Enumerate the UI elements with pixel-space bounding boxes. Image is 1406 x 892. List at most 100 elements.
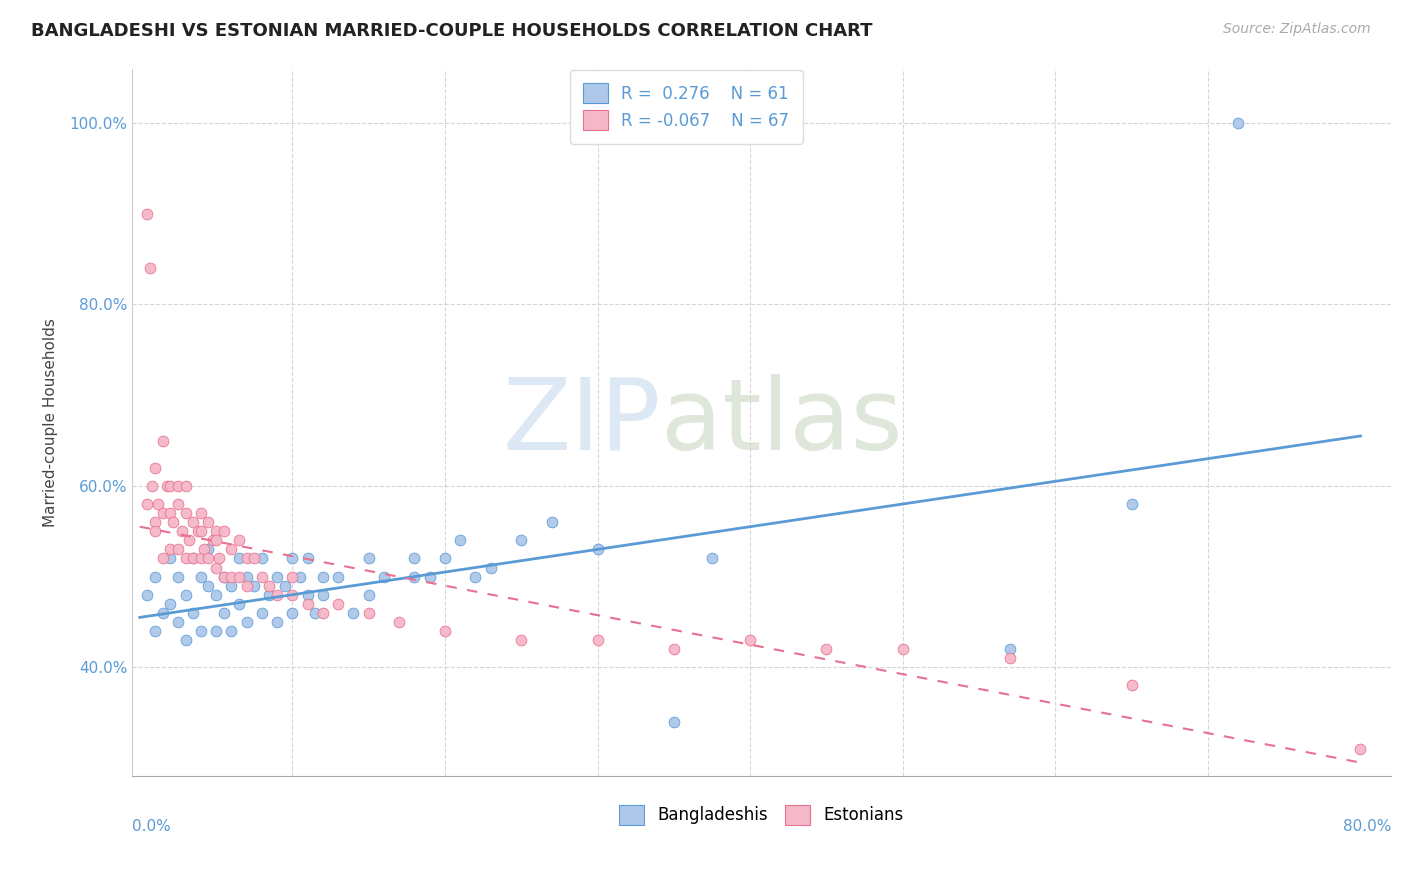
Point <box>297 551 319 566</box>
Point <box>419 569 441 583</box>
Point <box>143 624 166 638</box>
Text: 0.0%: 0.0% <box>132 819 172 834</box>
Point <box>197 542 219 557</box>
Point <box>177 533 200 548</box>
Point <box>159 551 181 566</box>
Point <box>152 551 174 566</box>
Point <box>167 542 190 557</box>
Text: Source: ZipAtlas.com: Source: ZipAtlas.com <box>1223 22 1371 37</box>
Point <box>1227 116 1250 130</box>
Point <box>201 533 224 548</box>
Point <box>159 506 181 520</box>
Point <box>586 542 609 557</box>
Point <box>281 569 304 583</box>
Point <box>167 615 190 629</box>
Point <box>181 606 204 620</box>
Point <box>228 551 250 566</box>
Point <box>208 551 231 566</box>
Point <box>141 479 163 493</box>
Point <box>586 633 609 648</box>
Point <box>174 551 197 566</box>
Point <box>540 515 562 529</box>
Point <box>159 542 181 557</box>
Point <box>219 569 242 583</box>
Point <box>172 524 194 539</box>
Point <box>326 597 349 611</box>
Point <box>205 624 228 638</box>
Point <box>388 615 411 629</box>
Point <box>167 479 190 493</box>
Point <box>174 633 197 648</box>
Point <box>1121 678 1143 692</box>
Point <box>433 551 456 566</box>
Point <box>404 551 426 566</box>
Point <box>449 533 471 548</box>
Point <box>479 560 502 574</box>
Point <box>510 533 533 548</box>
Point <box>146 497 169 511</box>
Point <box>212 606 235 620</box>
Point <box>464 569 486 583</box>
Point <box>143 515 166 529</box>
Point <box>342 606 364 620</box>
Point <box>219 624 242 638</box>
Point <box>266 569 288 583</box>
Point <box>998 651 1021 665</box>
Point <box>266 588 288 602</box>
Point <box>662 714 685 729</box>
Point <box>136 207 159 221</box>
Point <box>193 542 215 557</box>
Point <box>259 588 281 602</box>
Point <box>190 506 212 520</box>
Point <box>357 588 380 602</box>
Point <box>373 569 395 583</box>
Point <box>243 579 266 593</box>
Point <box>235 569 257 583</box>
Point <box>190 551 212 566</box>
Point <box>212 569 235 583</box>
Point <box>312 606 335 620</box>
Y-axis label: Married-couple Households: Married-couple Households <box>44 318 58 527</box>
Point <box>740 633 762 648</box>
Point <box>266 615 288 629</box>
Point <box>205 524 228 539</box>
Point <box>281 606 304 620</box>
Point <box>190 569 212 583</box>
Point <box>250 606 273 620</box>
Point <box>228 569 250 583</box>
Point <box>205 560 228 574</box>
Point <box>219 579 242 593</box>
Point <box>181 551 204 566</box>
Point <box>312 588 335 602</box>
Text: 80.0%: 80.0% <box>1343 819 1391 834</box>
Legend: Bangladeshis, Estonians: Bangladeshis, Estonians <box>613 797 910 831</box>
Point <box>326 569 349 583</box>
Point <box>250 551 273 566</box>
Point <box>143 524 166 539</box>
Point <box>510 633 533 648</box>
Point <box>297 588 319 602</box>
Point <box>136 497 159 511</box>
Point <box>190 524 212 539</box>
Point <box>212 524 235 539</box>
Point <box>190 624 212 638</box>
Point <box>174 588 197 602</box>
Point <box>174 506 197 520</box>
Point <box>891 642 914 657</box>
Point <box>136 588 159 602</box>
Point <box>197 551 219 566</box>
Point <box>1121 497 1143 511</box>
Point <box>281 551 304 566</box>
Point <box>235 615 257 629</box>
Point <box>404 569 426 583</box>
Point <box>174 479 197 493</box>
Point <box>297 597 319 611</box>
Point <box>219 542 242 557</box>
Text: ZIP: ZIP <box>502 374 661 471</box>
Point <box>143 569 166 583</box>
Point <box>159 597 181 611</box>
Point <box>205 533 228 548</box>
Point <box>281 588 304 602</box>
Point <box>357 606 380 620</box>
Point <box>312 569 335 583</box>
